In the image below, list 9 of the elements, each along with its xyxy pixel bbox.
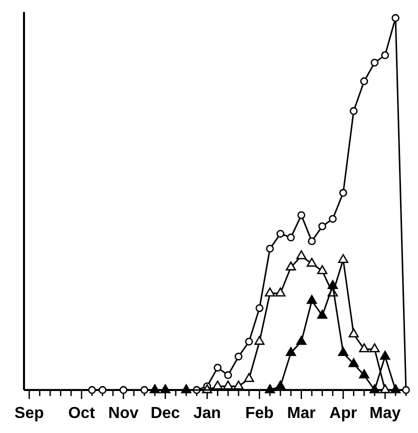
x-tick-label: Oct <box>68 405 96 422</box>
x-tick-label: Sep <box>14 405 44 422</box>
x-tick-label: Jan <box>193 405 221 422</box>
x-tick-label: Dec <box>150 405 180 422</box>
x-tick-label: Feb <box>245 405 274 422</box>
x-tick-label: Apr <box>329 405 357 422</box>
x-tick-label: May <box>370 405 401 422</box>
x-tick-label: Mar <box>287 405 316 422</box>
x-tick-label: Nov <box>108 405 139 422</box>
